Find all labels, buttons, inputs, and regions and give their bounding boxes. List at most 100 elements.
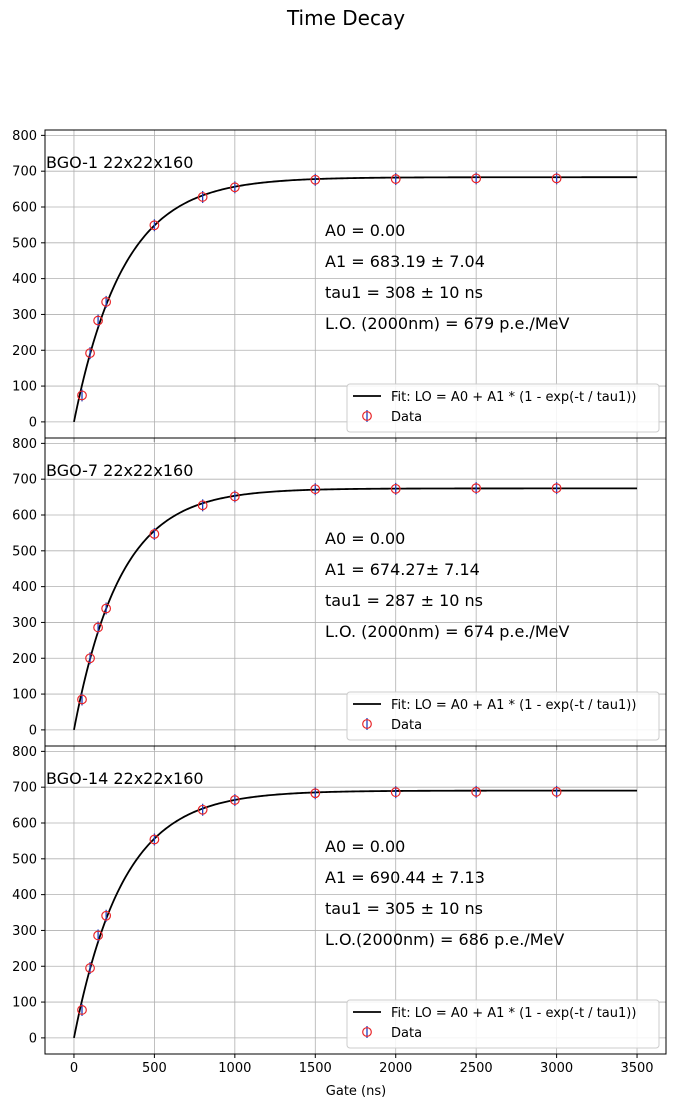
y-tick-label: 600 — [12, 509, 37, 524]
legend-fit-label: Fit: LO = A0 + A1 * (1 - exp(-t / tau1)) — [391, 698, 636, 713]
legend-data-label: Data — [391, 718, 422, 733]
data-point — [101, 297, 112, 307]
y-tick-label: 0 — [29, 415, 37, 430]
y-tick-label: 700 — [12, 165, 37, 180]
fit-annotation: A1 = 690.44 ± 7.13 — [325, 868, 485, 887]
data-point — [149, 529, 160, 539]
fit-annotation: L.O. (2000nm) = 674 p.e./MeV — [325, 622, 569, 641]
fit-annotation: A1 = 683.19 ± 7.04 — [325, 252, 485, 271]
fit-curve — [73, 176, 638, 423]
y-tick-label: 100 — [12, 996, 37, 1011]
y-tick-label: 600 — [12, 817, 37, 832]
axes-frame — [44, 745, 667, 1055]
x-tick-label: 3000 — [540, 1061, 573, 1076]
panel-label: BGO-1 22x22x160 — [46, 153, 193, 172]
data-point — [390, 787, 401, 798]
y-tick-label: 400 — [12, 580, 37, 595]
y-tick-label: 800 — [12, 437, 37, 452]
x-tick-label: 500 — [142, 1061, 167, 1076]
y-tick-label: 200 — [12, 652, 37, 667]
x-tick-label: 1500 — [299, 1061, 332, 1076]
data-point — [93, 622, 103, 633]
x-tick-label: 0 — [70, 1061, 78, 1076]
legend-box — [346, 999, 660, 1049]
data-point — [310, 174, 321, 185]
y-tick-label: 100 — [12, 688, 37, 703]
data-point — [85, 653, 95, 664]
data-point — [229, 795, 240, 805]
data-point — [93, 930, 103, 941]
data-point — [551, 786, 562, 797]
x-tick-label: 1000 — [218, 1061, 251, 1076]
fit-annotation: tau1 = 287 ± 10 ns — [325, 591, 483, 610]
panels: 0 100 200 300 400 500 600 700 800 BGO-1 22x22x160… — [12, 129, 667, 1076]
data-point — [197, 500, 208, 511]
data-point — [551, 173, 562, 184]
fit-annotation: A0 = 0.00 — [325, 529, 405, 548]
y-tick-label: 200 — [12, 960, 37, 975]
fit-annotation: tau1 = 305 ± 10 ns — [325, 899, 483, 918]
data-point — [197, 804, 208, 815]
data-point — [101, 603, 112, 614]
y-tick-label: 500 — [12, 236, 37, 251]
y-tick-label: 500 — [12, 544, 37, 559]
y-tick-label: 600 — [12, 201, 37, 216]
y-tick-label: 200 — [12, 344, 37, 359]
data-point — [149, 834, 160, 845]
legend-data-swatch — [362, 719, 372, 729]
fit-annotation: tau1 = 308 ± 10 ns — [325, 283, 483, 302]
data-point — [229, 182, 240, 193]
fit-curve — [73, 789, 638, 1039]
panel-label: BGO-7 22x22x160 — [46, 461, 193, 480]
data-point — [390, 174, 401, 184]
data-point — [197, 192, 208, 202]
x-tick-label: 2500 — [460, 1061, 493, 1076]
fit-annotation: A0 = 0.00 — [325, 221, 405, 240]
x-axis-label: Gate (ns) — [326, 1084, 386, 1099]
y-tick-label: 400 — [12, 272, 37, 287]
y-tick-label: 300 — [12, 308, 37, 323]
y-tick-label: 100 — [12, 380, 37, 395]
data-point — [471, 173, 482, 184]
x-tick-label: 2000 — [379, 1061, 412, 1076]
legend-data-label: Data — [391, 410, 422, 425]
data-point — [551, 483, 562, 494]
fit-annotation: A0 = 0.00 — [325, 837, 405, 856]
data-point — [77, 1005, 87, 1015]
data-point — [101, 910, 112, 921]
fit-annotation: A1 = 674.27± 7.14 — [325, 560, 480, 579]
x-tick-label: 3500 — [620, 1061, 653, 1076]
data-point — [310, 484, 321, 495]
legend-fit-label: Fit: LO = A0 + A1 * (1 - exp(-t / tau1)) — [391, 390, 636, 405]
data-point — [471, 786, 482, 797]
y-tick-label: 0 — [29, 723, 37, 738]
panel-2: 0 100 200 300 400 500 600 700 800 BGO-7 22x22x160… — [12, 437, 667, 750]
y-tick-label: 0 — [29, 1031, 37, 1046]
panel-label: BGO-14 22x22x160 — [46, 769, 204, 788]
data-point — [93, 315, 103, 326]
legend-fit-label: Fit: LO = A0 + A1 * (1 - exp(-t / tau1)) — [391, 1006, 636, 1021]
legend-box — [346, 691, 660, 741]
legend-box — [346, 383, 660, 433]
panel-1: 0 100 200 300 400 500 600 700 800 BGO-1 22x22x160… — [12, 129, 667, 442]
legend-data-swatch — [362, 1027, 372, 1037]
data-point — [310, 788, 321, 799]
y-tick-label: 500 — [12, 852, 37, 867]
y-tick-label: 700 — [12, 781, 37, 796]
data-point — [85, 348, 95, 359]
fit-annotation: L.O.(2000nm) = 686 p.e./MeV — [325, 930, 564, 949]
figure-title: Time Decay — [286, 6, 405, 30]
y-tick-label: 400 — [12, 888, 37, 903]
fit-annotation: L.O. (2000nm) = 679 p.e./MeV — [325, 314, 569, 333]
legend-data-label: Data — [391, 1026, 422, 1041]
data-point — [390, 483, 401, 494]
data-point — [77, 390, 87, 401]
y-tick-label: 300 — [12, 616, 37, 631]
y-tick-label: 700 — [12, 473, 37, 488]
data-point — [85, 963, 95, 973]
data-point — [229, 491, 240, 502]
y-tick-label: 800 — [12, 745, 37, 760]
legend-data-swatch — [362, 411, 372, 421]
panel-3: 0 100 200 300 400 500 600 700 800 0 500 1000 1500 200… — [12, 745, 667, 1076]
